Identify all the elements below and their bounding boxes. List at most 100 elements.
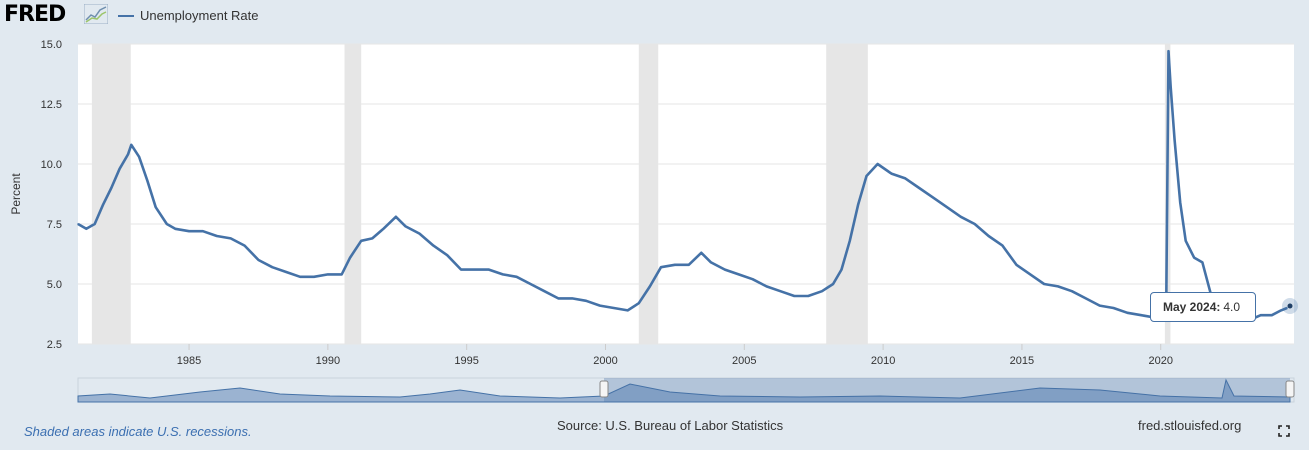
data-point xyxy=(371,237,374,240)
legend-label: Unemployment Rate xyxy=(140,8,259,23)
data-point xyxy=(93,223,96,225)
data-point xyxy=(271,266,274,269)
data-point xyxy=(77,223,79,225)
data-point xyxy=(130,144,133,146)
data-point xyxy=(660,266,662,269)
data-point xyxy=(488,268,490,271)
data-point xyxy=(85,228,88,230)
navigator-right-handle[interactable] xyxy=(1285,380,1295,398)
data-point xyxy=(474,268,476,271)
navigator-left-handle[interactable] xyxy=(599,380,609,398)
data-point xyxy=(599,304,601,307)
data-point xyxy=(285,271,288,273)
data-point xyxy=(1280,309,1282,312)
y-tick-label: 10.0 xyxy=(41,159,62,171)
data-point xyxy=(1015,264,1018,266)
source-text: Source: U.S. Bureau of Labor Statistics xyxy=(557,418,784,433)
data-point xyxy=(418,232,421,235)
navigator-selected-range[interactable] xyxy=(604,378,1290,402)
y-axis-label: Percent xyxy=(9,173,23,215)
x-tick-label: 2020 xyxy=(1148,355,1172,367)
data-point xyxy=(202,230,204,232)
data-point xyxy=(1201,261,1204,264)
data-point xyxy=(585,300,587,302)
y-tick-label: 12.5 xyxy=(41,99,62,111)
data-point xyxy=(700,252,703,254)
data-point xyxy=(779,290,782,293)
data-point xyxy=(1270,314,1273,317)
x-axis-ticks: 1985 1990 1995 2000 2005 2010 2015 2020 xyxy=(177,344,1173,367)
data-point xyxy=(987,235,990,237)
legend[interactable]: Unemployment Rate xyxy=(118,8,259,23)
data-point xyxy=(1029,273,1032,276)
data-point xyxy=(848,240,851,242)
data-point xyxy=(1001,244,1004,247)
data-point xyxy=(737,273,740,276)
data-point xyxy=(973,223,976,225)
data-point xyxy=(932,196,934,199)
x-tick-label: 2000 xyxy=(593,355,617,367)
data-point xyxy=(1098,304,1101,307)
data-point xyxy=(904,177,907,180)
recession-note: Shaded areas indicate U.S. recessions. xyxy=(24,424,252,439)
navigator-overview-area xyxy=(77,378,1291,403)
data-point xyxy=(1057,285,1059,288)
y-axis-ticks: 2.5 5.0 7.5 10.0 12.5 15.0 xyxy=(41,39,62,351)
x-tick-label: 2005 xyxy=(732,355,756,367)
data-point xyxy=(821,290,823,293)
data-point xyxy=(515,276,518,278)
y-tick-label: 5.0 xyxy=(47,279,62,291)
data-point xyxy=(166,223,168,225)
tooltip-value: 4.0 xyxy=(1223,300,1241,314)
data-point xyxy=(340,273,343,276)
data-point xyxy=(501,273,504,276)
data-point xyxy=(1173,139,1176,141)
trend-chart-icon xyxy=(84,4,108,24)
data-point xyxy=(446,254,449,256)
data-point xyxy=(216,235,218,237)
recession-band xyxy=(638,44,659,344)
data-point xyxy=(765,285,768,288)
data-point xyxy=(146,180,149,182)
data-point xyxy=(751,278,754,281)
data-point xyxy=(1169,86,1172,88)
x-tick-label: 1985 xyxy=(177,355,201,367)
data-point xyxy=(960,216,962,218)
y-tick-label: 7.5 xyxy=(47,219,62,231)
data-point xyxy=(918,187,921,189)
data-point xyxy=(543,290,546,293)
data-point xyxy=(327,273,329,276)
gridlines xyxy=(78,43,1294,345)
data-point xyxy=(110,187,113,189)
data-point xyxy=(154,206,157,208)
legend-swatch xyxy=(118,14,134,17)
data-point xyxy=(1179,201,1181,204)
data-point xyxy=(229,237,232,240)
fred-logo[interactable]: FRED xyxy=(4,2,66,27)
data-point xyxy=(613,307,615,309)
data-point xyxy=(857,204,859,206)
fullscreen-icon[interactable] xyxy=(1278,425,1290,437)
x-tick-label: 1995 xyxy=(454,355,478,367)
data-point xyxy=(432,244,435,247)
data-point xyxy=(832,283,834,285)
data-point xyxy=(710,261,712,264)
data-point xyxy=(638,302,640,305)
data-point xyxy=(1071,290,1073,293)
data-point xyxy=(349,256,351,259)
data-point xyxy=(102,204,104,206)
data-point xyxy=(243,244,246,247)
data-point xyxy=(649,285,651,288)
data-point xyxy=(382,228,385,230)
data-point xyxy=(1184,240,1187,242)
x-tick-label: 1990 xyxy=(316,355,340,367)
data-point xyxy=(626,309,629,312)
x-tick-label: 2015 xyxy=(1010,355,1034,367)
y-tick-label: 15.0 xyxy=(41,39,62,51)
series-points xyxy=(77,50,1288,321)
data-point xyxy=(395,216,397,218)
data-point xyxy=(188,230,190,232)
site-link[interactable]: fred.stlouisfed.org xyxy=(1138,418,1242,433)
data-point xyxy=(687,264,690,266)
